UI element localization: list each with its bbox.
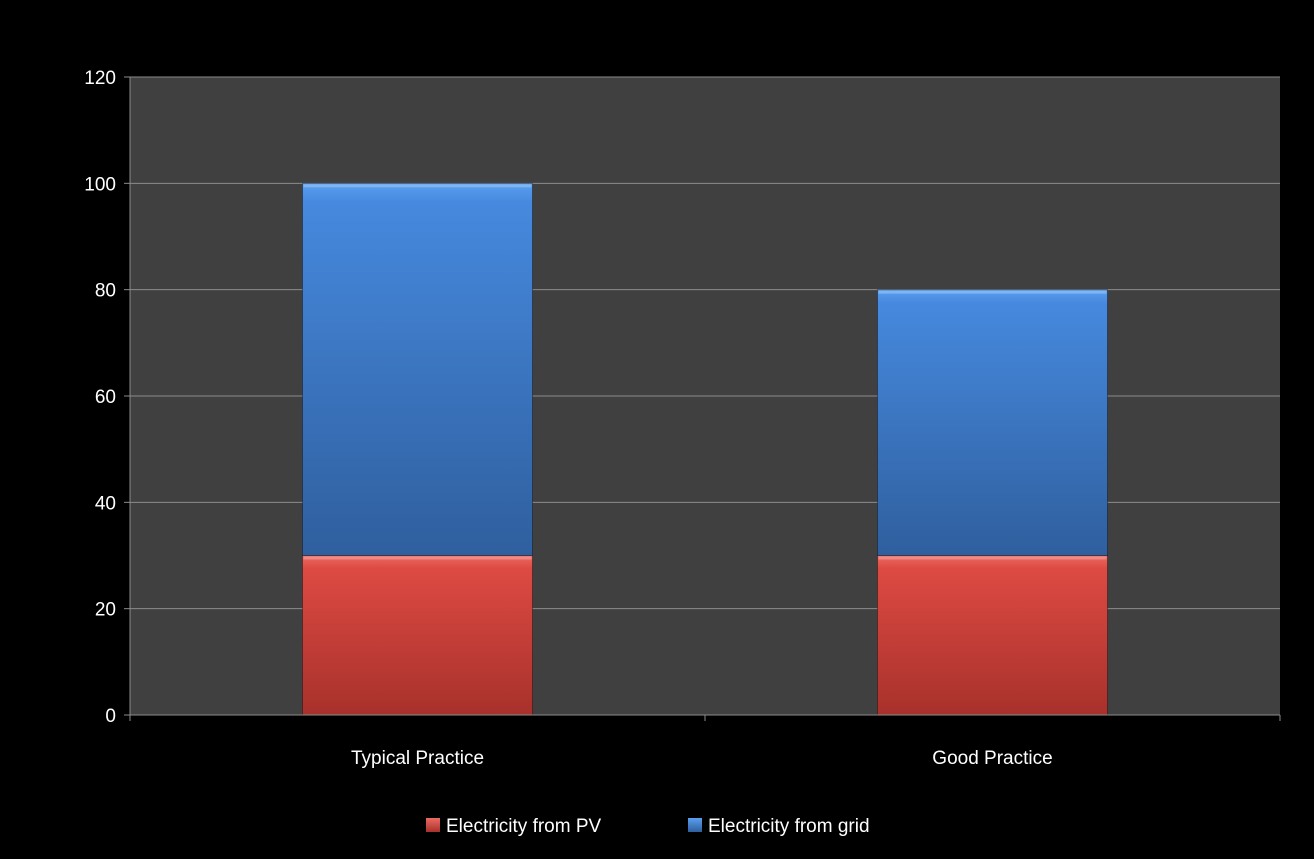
axes xyxy=(124,76,1281,721)
bar-highlight xyxy=(303,556,532,560)
legend-swatch-grid xyxy=(688,818,702,832)
bars xyxy=(302,182,1108,716)
y-tick-label-80: 80 xyxy=(95,281,116,302)
y-tick-label-120: 120 xyxy=(84,68,116,89)
y-tick-label-0: 0 xyxy=(105,706,116,727)
legend: Electricity from PV Electricity from grid xyxy=(426,816,870,837)
y-tick-label-40: 40 xyxy=(95,493,116,514)
y-tick-label-60: 60 xyxy=(95,387,116,408)
y-tick-label-100: 100 xyxy=(84,174,116,195)
bar-pv-good-practice xyxy=(877,555,1108,716)
y-tick-label-20: 20 xyxy=(95,600,116,621)
bar-grid-typical-practice xyxy=(302,182,533,556)
x-category-label-1: Good Practice xyxy=(932,748,1052,769)
legend-swatch-pv xyxy=(426,818,440,832)
bar-highlight xyxy=(878,290,1107,294)
x-category-label-0: Typical Practice xyxy=(351,748,484,769)
x-category-labels: Typical Practice Good Practice xyxy=(351,748,1053,769)
legend-label-pv: Electricity from PV xyxy=(446,816,602,837)
bar-pv-typical-practice xyxy=(302,555,533,716)
bar-highlight xyxy=(878,556,1107,560)
bar-grid-good-practice xyxy=(877,289,1108,556)
y-tick-labels: 0 20 40 60 80 100 120 xyxy=(84,68,116,727)
legend-label-grid: Electricity from grid xyxy=(708,816,870,837)
bar-highlight xyxy=(303,184,532,188)
